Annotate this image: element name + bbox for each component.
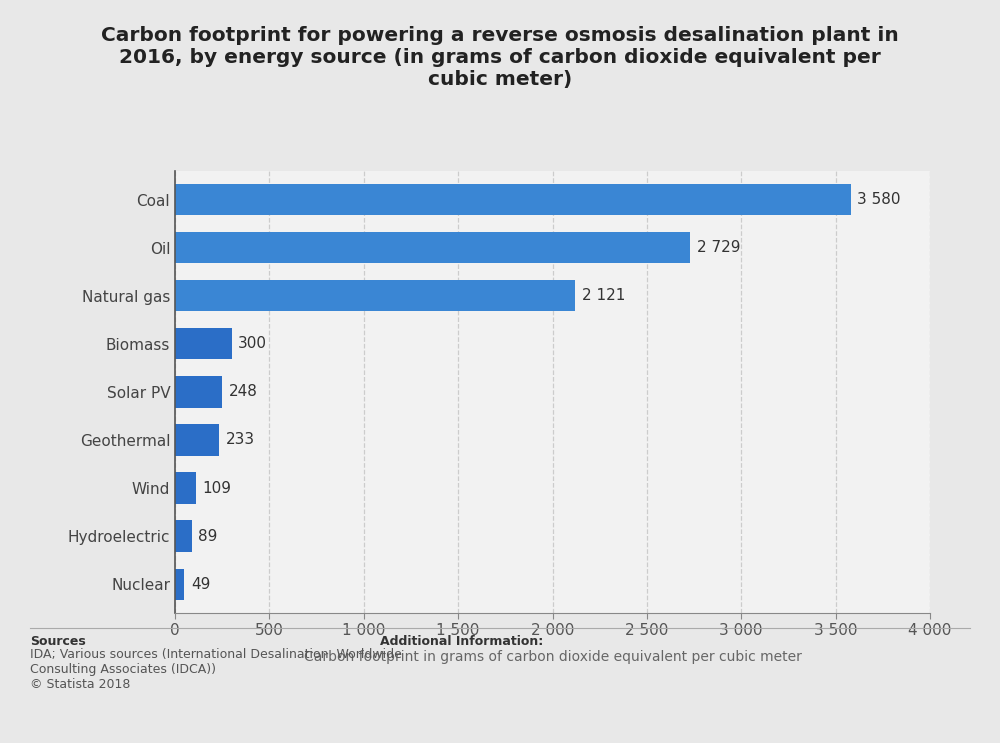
X-axis label: Carbon footprint in grams of carbon dioxide equivalent per cubic meter: Carbon footprint in grams of carbon diox… <box>304 649 801 663</box>
Bar <box>175 521 192 552</box>
Text: 2 121: 2 121 <box>582 288 625 303</box>
Text: 300: 300 <box>238 337 267 351</box>
Bar <box>175 376 222 408</box>
Bar <box>175 473 196 504</box>
Text: Sources: Sources <box>30 635 86 648</box>
Bar <box>175 424 219 455</box>
Text: 89: 89 <box>198 528 218 544</box>
Text: 233: 233 <box>226 432 255 447</box>
Text: 109: 109 <box>202 481 231 496</box>
Text: 248: 248 <box>228 384 257 400</box>
Bar <box>175 328 232 360</box>
Text: 49: 49 <box>191 577 210 591</box>
Text: IDA; Various sources (International Desalination  Worldwide
Consulting Associate: IDA; Various sources (International Desa… <box>30 648 402 691</box>
Bar <box>175 232 690 263</box>
Bar <box>175 568 184 600</box>
Bar <box>175 184 851 215</box>
Text: 2 729: 2 729 <box>697 240 740 256</box>
Text: Carbon footprint for powering a reverse osmosis desalination plant in
2016, by e: Carbon footprint for powering a reverse … <box>101 26 899 89</box>
Text: Additional Information:: Additional Information: <box>380 635 543 648</box>
Bar <box>175 280 575 311</box>
Text: 3 580: 3 580 <box>857 192 901 207</box>
